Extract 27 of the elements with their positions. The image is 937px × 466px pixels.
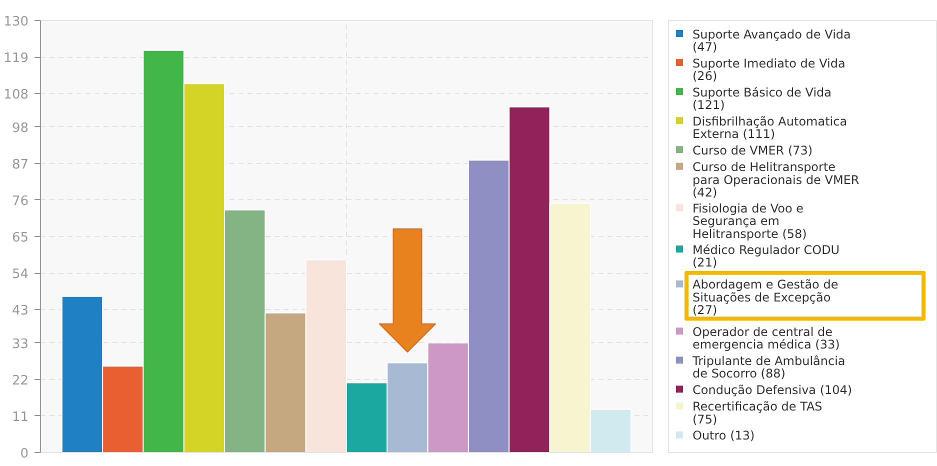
y-tick-label: 0 [20, 446, 29, 462]
legend-label: Tripulante de Ambulância de Socorro (88) [692, 354, 846, 381]
legend-label: Outro (13) [692, 428, 755, 443]
y-tick-label: 98 [12, 120, 29, 136]
y-tick-label: 119 [4, 51, 29, 66]
legend-label: Curso de VMER (73) [692, 143, 813, 158]
legend-label: Operador de central de emergencia médica (33) [692, 324, 840, 352]
y-tick-label: 87 [12, 157, 29, 172]
y-tick-label: 33 [12, 336, 29, 352]
y-tick-label: 108 [4, 88, 29, 103]
legend-label: Médico Regulador CODU (21) [692, 242, 840, 270]
y-tick-label: 76 [12, 194, 29, 209]
legend-label: Suporte Básico de Vida (121) [692, 85, 832, 112]
legend-label: Recertificação de TAS (75) [692, 400, 822, 426]
legend-label: Condução Defensiva (104) [692, 383, 852, 398]
legend-label: Disfibrilhação Automatica Externa (111) [692, 114, 848, 142]
legend-label: Fisiologia de Voo e Segurança em Helitransporte (58) [692, 202, 807, 241]
y-tick-label: 130 [4, 14, 29, 30]
y-tick-label: 54 [12, 267, 29, 282]
legend-label: Suporte Imediato de Vida (26) [692, 56, 846, 83]
y-tick-label: 11 [12, 410, 29, 425]
y-tick-label: 65 [12, 230, 29, 246]
y-tick-label: 22 [12, 373, 29, 388]
legend-label: Curso de Helitransporte para Operacionais de VMER (42) [692, 160, 860, 200]
legend-label: Abordagem e Gestão de Situações de Excepção (27) [692, 278, 838, 318]
y-tick-label: 43 [12, 304, 29, 319]
legend-label: Suporte Avançado de Vida (47) [692, 27, 851, 54]
